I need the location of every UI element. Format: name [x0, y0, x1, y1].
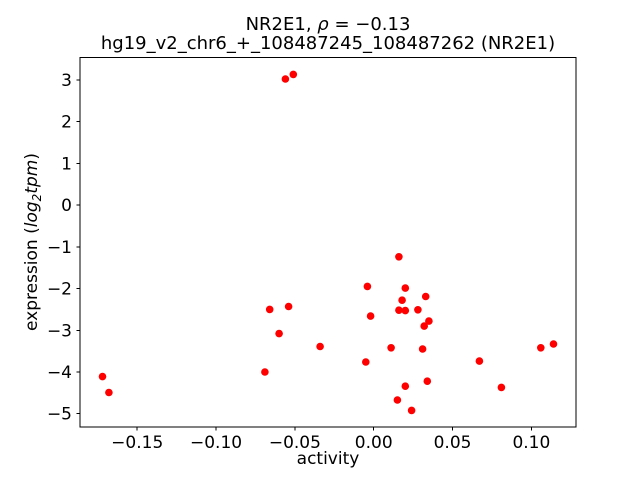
data-point — [284, 302, 293, 311]
data-point — [549, 340, 558, 348]
data-point — [401, 284, 410, 292]
data-point — [98, 372, 107, 381]
data-point — [414, 306, 422, 314]
data-point — [393, 396, 402, 404]
data-point — [281, 75, 290, 83]
data-point — [395, 252, 403, 261]
x-tick-label: 0.10 — [512, 433, 550, 453]
data-point — [395, 306, 403, 315]
data-point — [316, 342, 324, 351]
data-point — [105, 388, 113, 397]
data-point — [362, 358, 370, 366]
x-tick-label: 0.00 — [355, 433, 393, 453]
y-tick-label: −1 — [47, 238, 72, 258]
data-point — [421, 292, 430, 301]
x-tick-label: −0.15 — [111, 433, 163, 453]
data-point — [398, 296, 406, 305]
data-point — [366, 312, 375, 320]
data-point — [363, 282, 372, 291]
data-point — [401, 382, 410, 391]
y-tick-label: −2 — [47, 280, 72, 300]
x-tick-label: −0.05 — [269, 433, 321, 453]
y-tick-label: −5 — [47, 405, 72, 425]
data-point — [418, 345, 427, 353]
x-tick-label: −0.10 — [190, 433, 242, 453]
data-point — [425, 317, 433, 325]
data-point — [420, 322, 429, 330]
x-tick-label: 0.05 — [434, 433, 472, 453]
data-point — [265, 305, 274, 314]
data-point — [289, 70, 298, 79]
data-point — [497, 383, 506, 392]
y-tick-label: 0 — [61, 196, 72, 216]
data-point — [387, 344, 395, 352]
data-point — [401, 306, 410, 315]
chart-title: NR2E1, ρ = −0.13 — [80, 15, 576, 34]
y-tick-label: −3 — [47, 321, 72, 341]
data-point — [261, 368, 269, 376]
title-gene: NR2E1, — [245, 14, 318, 35]
chart-title-block: NR2E1, ρ = −0.13 hg19_v2_chr6_+_10848724… — [80, 15, 576, 53]
data-point — [407, 406, 416, 415]
y-tick-label: 1 — [61, 154, 72, 174]
axes-frame — [79, 57, 577, 428]
y-tick-label: 3 — [61, 71, 72, 91]
chart-subtitle: hg19_v2_chr6_+_108487245_108487262 (NR2E… — [100, 33, 556, 54]
data-point — [423, 377, 432, 386]
y-tick-label: 2 — [61, 113, 72, 133]
data-point — [475, 357, 484, 365]
data-point — [275, 329, 283, 338]
title-rho-symbol: ρ — [317, 14, 329, 35]
y-tick-label: −4 — [47, 363, 72, 383]
title-correlation-value: = −0.13 — [328, 14, 411, 35]
data-point — [537, 344, 545, 352]
x-axis-label: activity — [296, 449, 360, 469]
